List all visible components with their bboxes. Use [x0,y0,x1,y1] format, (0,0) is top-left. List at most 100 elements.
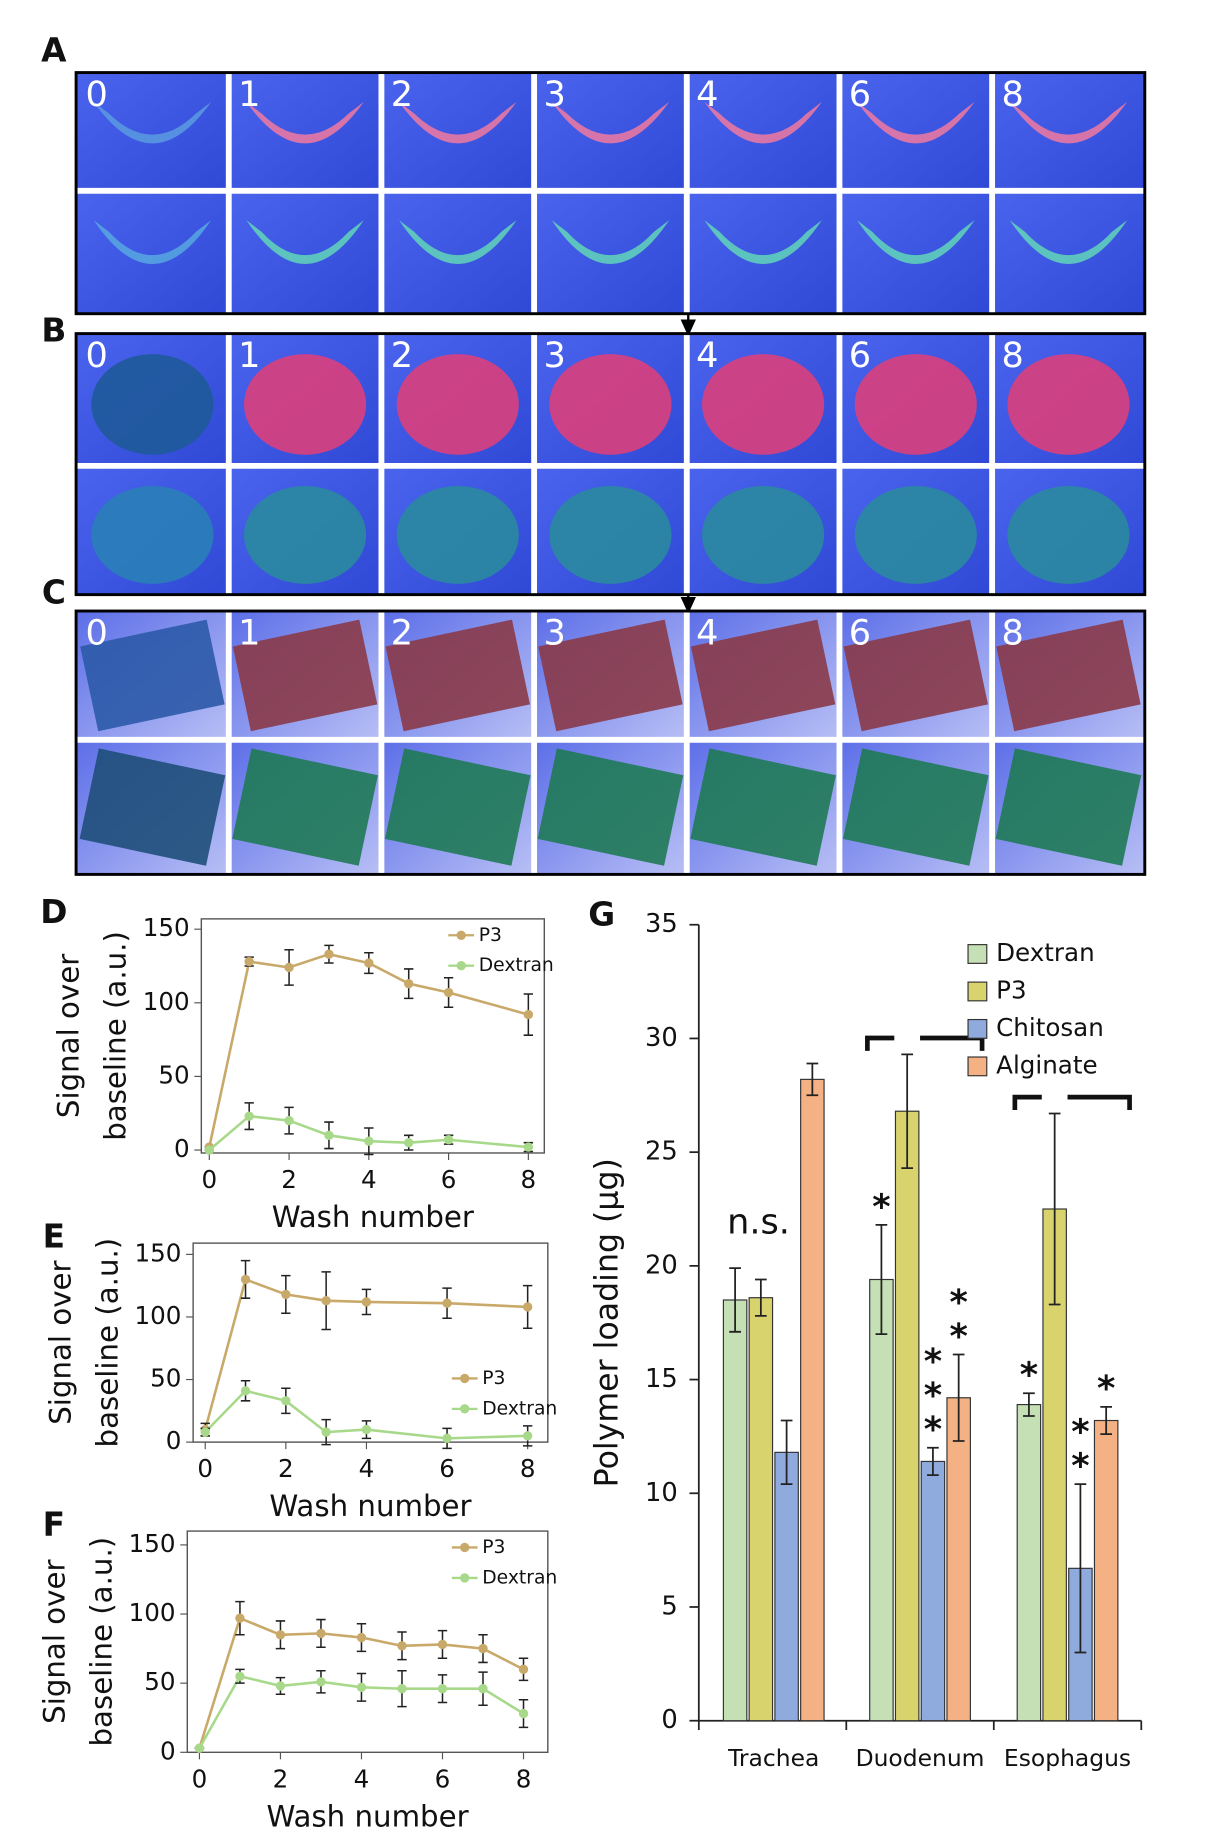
x-tick-label: 4 [359,1454,375,1483]
significance: ** [938,1282,979,1350]
legend-swatch [967,1018,988,1039]
tissue [91,486,214,584]
wash-label: 8 [1001,335,1023,376]
x-tick-label: 2 [281,1165,297,1194]
panel-label: D [40,893,67,931]
panel-border [74,71,1147,316]
significance: * [1086,1368,1127,1402]
annotation: n.s. [727,1202,790,1243]
point [522,1431,533,1441]
error-bar [1100,1405,1113,1436]
x-axis-label: Wash number [266,1799,469,1833]
x-tick-label: 8 [516,1764,532,1793]
y-tick-label: 150 [143,913,190,942]
photo-cell [381,72,535,191]
legend-swatch [967,981,988,1002]
error-bar [1048,1112,1061,1306]
tissue [690,619,836,732]
y-tick-label: 100 [129,1598,176,1627]
error-bar [901,1053,914,1169]
point [523,1009,534,1020]
point [522,1302,533,1312]
tissue [396,354,519,455]
photo-cell [992,190,1145,314]
x-tick-label: 6 [441,1165,457,1194]
panel-border [74,332,1147,597]
x-tick-label: Trachea [727,1744,819,1772]
tissue [857,220,975,264]
wash-label: 3 [543,335,565,376]
x-axis-label: Wash number [269,1489,472,1523]
y-tick-label: 0 [160,1736,176,1765]
panel-label: B [41,311,66,349]
tissue [232,748,378,866]
point [361,1297,372,1307]
series-line [208,952,529,1148]
legend-marker [460,1573,470,1583]
x-tick-label: 0 [201,1165,217,1194]
plot-frame [192,1242,549,1443]
tissue [1009,101,1128,144]
tissue [843,619,989,732]
x-tick-label: Esophagus [1004,1744,1131,1772]
wash-label: 2 [391,74,413,115]
point [284,1115,294,1126]
point [397,1684,407,1694]
point [324,949,334,959]
bar [946,1397,971,1722]
photo-cell [839,72,993,191]
photo-cell [686,72,840,191]
x-tick-label: 0 [192,1764,208,1793]
series-line [208,1114,529,1152]
tissue [91,354,214,455]
wash-label: 6 [849,74,871,115]
point [523,1142,534,1152]
point [235,1613,245,1623]
panel-label: F [43,1505,65,1543]
panel-label: E [43,1217,65,1255]
panel-label: C [42,574,66,612]
point [361,1424,372,1435]
arrow [680,313,696,337]
tissue [704,101,822,144]
y-axis-label: baseline (a.u.) [85,1537,119,1747]
point [437,1639,448,1650]
bracket [1012,1094,1132,1110]
legend-label: P3 [479,925,502,946]
y-tick-label: 150 [135,1238,182,1267]
tissue [854,354,977,455]
point [478,1684,488,1694]
point [200,1427,210,1437]
tissue [232,619,378,732]
point [518,1664,529,1675]
point [321,1427,331,1437]
tissue [246,220,364,264]
wash-label: 6 [849,612,871,653]
point [404,1137,414,1148]
error-bar [875,1224,888,1335]
y-tick-label: 150 [129,1529,176,1558]
error-bar [755,1278,767,1317]
point [442,1298,452,1308]
photo-cell [76,72,229,191]
y-tick-label: 100 [135,1301,182,1330]
tissue [79,748,226,866]
point [518,1708,529,1719]
bar [869,1278,894,1722]
y-tick-label: 50 [150,1364,181,1393]
plot-frame [200,918,546,1154]
y-tick-label: 25 [645,1137,678,1167]
wash-label: 0 [85,74,107,115]
y-tick-label: 0 [166,1426,182,1455]
tissue [549,486,672,584]
x-tick-label: 2 [273,1764,289,1793]
legend-label: P3 [996,975,1026,1004]
y-tick-label: 35 [645,909,678,939]
legend-label: Chitosan [996,1013,1104,1042]
bar [1016,1404,1042,1722]
y-tick-label: 15 [645,1364,678,1394]
x-tick-label: 8 [521,1165,537,1194]
x-tick-label: 0 [197,1454,213,1483]
photo-cell [839,190,993,314]
